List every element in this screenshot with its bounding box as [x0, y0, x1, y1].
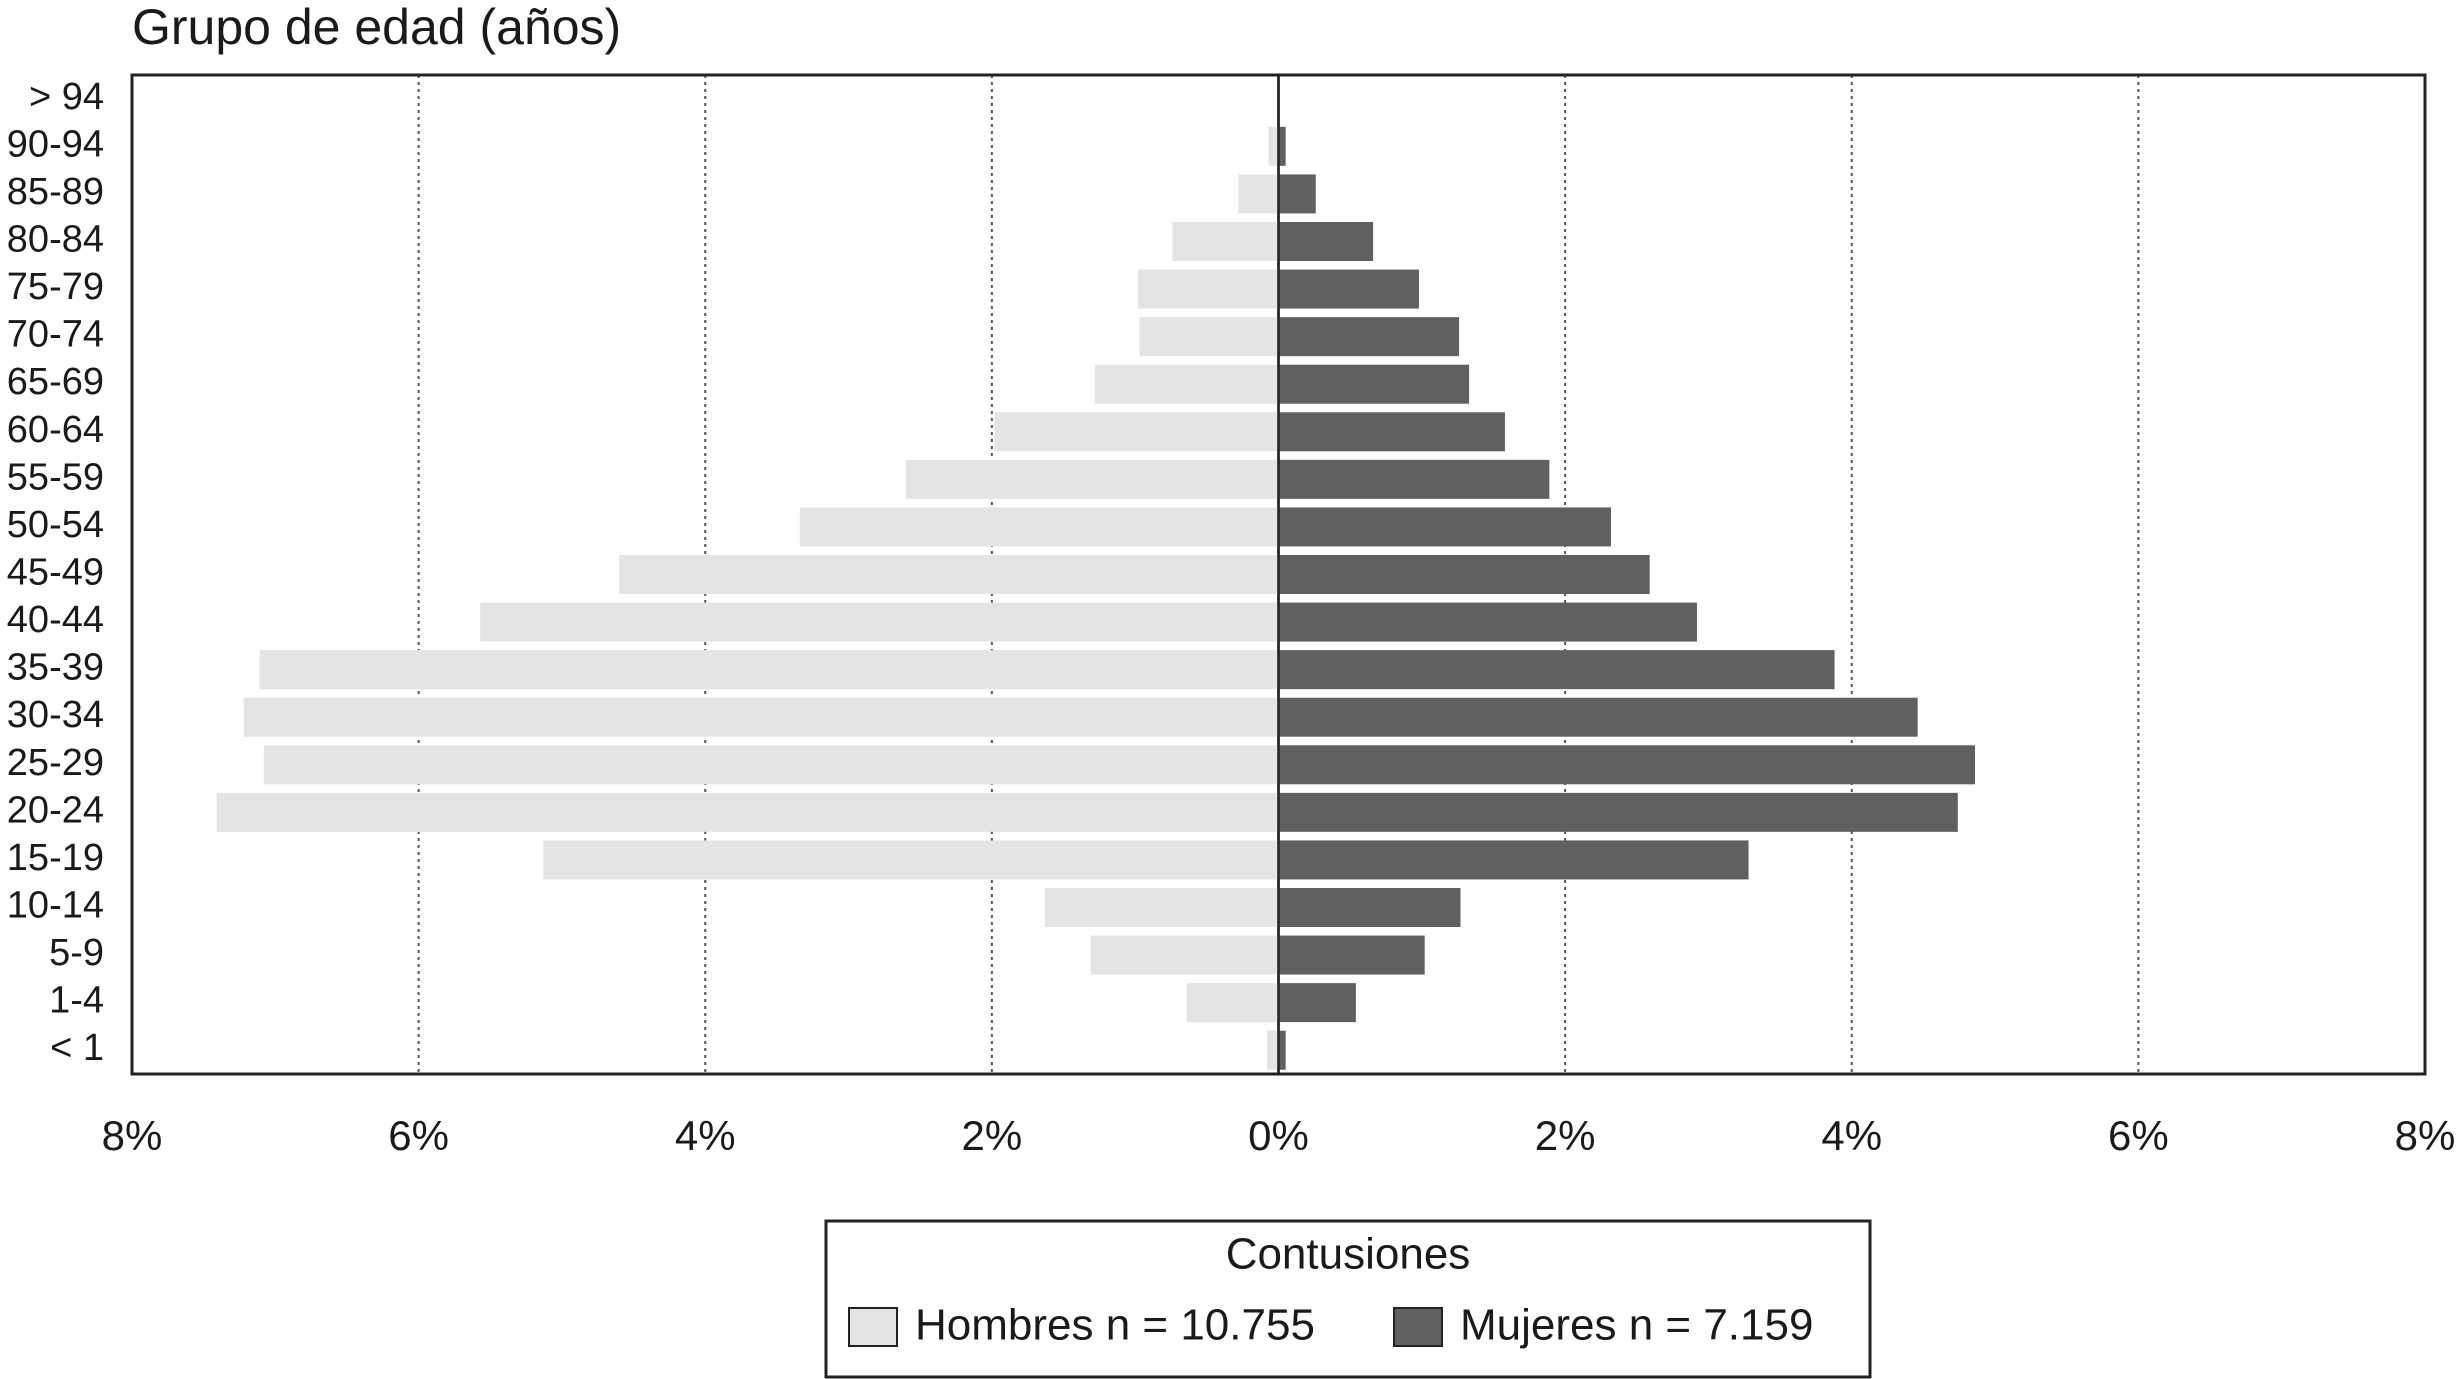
- bar: [1278, 745, 1975, 785]
- x-tick-label: 2%: [1535, 1112, 1596, 1159]
- bar: [994, 412, 1279, 452]
- y-tick-label: 25-29: [7, 742, 104, 784]
- bar: [1238, 174, 1279, 214]
- bar: [619, 554, 1279, 595]
- legend-label: Hombres n = 10.755: [915, 1301, 1315, 1350]
- bar: [1278, 364, 1470, 404]
- bar: [1278, 1030, 1286, 1070]
- y-tick-label: 5-9: [49, 932, 104, 974]
- bar: [259, 650, 1279, 690]
- bar: [1278, 650, 1835, 690]
- bar: [1278, 887, 1461, 928]
- bar: [1278, 317, 1460, 357]
- bar: [1278, 602, 1697, 642]
- y-tick-label: 90-94: [7, 123, 104, 165]
- bar: [1278, 840, 1749, 880]
- y-tick-label: 1-4: [49, 980, 104, 1022]
- y-tick-label: 20-24: [7, 789, 104, 831]
- bar: [1278, 412, 1505, 452]
- x-tick-label: 6%: [388, 1112, 449, 1159]
- x-tick-label: 2%: [962, 1112, 1023, 1159]
- x-tick-label: 4%: [1821, 1112, 1882, 1159]
- y-tick-label: 65-69: [7, 361, 104, 403]
- legend-box: [824, 1219, 1872, 1379]
- y-tick-label: 15-19: [7, 837, 104, 879]
- chart-title: Grupo de edad (años): [132, 0, 621, 55]
- y-tick-label: 85-89: [7, 171, 104, 213]
- plot-frame: [130, 73, 2427, 1076]
- y-tick-label: 60-64: [7, 409, 104, 451]
- bar: [1278, 507, 1611, 547]
- y-tick-label: 75-79: [7, 266, 104, 308]
- bar: [543, 840, 1279, 880]
- bar: [1267, 1030, 1279, 1070]
- x-tick-label: 8%: [102, 1112, 163, 1159]
- bar: [1278, 935, 1425, 975]
- y-tick-label: 80-84: [7, 219, 104, 261]
- y-tick-label: 70-74: [7, 314, 104, 356]
- bar: [1139, 317, 1279, 357]
- bar: [1172, 221, 1279, 262]
- bar: [1278, 174, 1316, 214]
- y-tick-label: 40-44: [7, 599, 104, 641]
- bar: [1095, 364, 1279, 404]
- y-tick-label: 35-39: [7, 647, 104, 689]
- bar: [799, 507, 1279, 547]
- bar: [1278, 554, 1650, 595]
- y-tick-label: 55-59: [7, 456, 104, 498]
- x-tick-label: 8%: [2395, 1112, 2456, 1159]
- bar: [1278, 792, 1958, 832]
- bar: [1090, 935, 1279, 975]
- bar: [1278, 459, 1550, 499]
- y-tick-label: 10-14: [7, 885, 104, 927]
- bar: [243, 697, 1279, 737]
- bar: [1278, 126, 1286, 166]
- bar: [1278, 983, 1356, 1023]
- y-tick-label: 45-49: [7, 552, 104, 594]
- bar: [1186, 983, 1279, 1023]
- y-tick-label: 50-54: [7, 504, 104, 546]
- bar: [1138, 269, 1279, 309]
- bar: [905, 459, 1279, 499]
- legend-swatch: [1393, 1307, 1443, 1347]
- bar: [480, 602, 1279, 642]
- y-tick-label: 30-34: [7, 694, 104, 736]
- x-tick-label: 6%: [2108, 1112, 2169, 1159]
- bar: [1278, 269, 1419, 309]
- bar: [1278, 221, 1374, 262]
- bar: [1268, 126, 1279, 166]
- bar: [1278, 697, 1918, 737]
- legend-swatch: [848, 1307, 898, 1347]
- y-tick-label: < 1: [50, 1027, 104, 1069]
- x-tick-label: 4%: [675, 1112, 736, 1159]
- legend-title: Contusiones: [1226, 1230, 1471, 1279]
- legend-label: Mujeres n = 7.159: [1460, 1301, 1813, 1350]
- y-tick-label: > 94: [29, 76, 104, 118]
- bar: [216, 792, 1279, 832]
- bar: [263, 745, 1279, 785]
- bar: [1044, 887, 1279, 928]
- x-tick-label: 0%: [1248, 1112, 1309, 1159]
